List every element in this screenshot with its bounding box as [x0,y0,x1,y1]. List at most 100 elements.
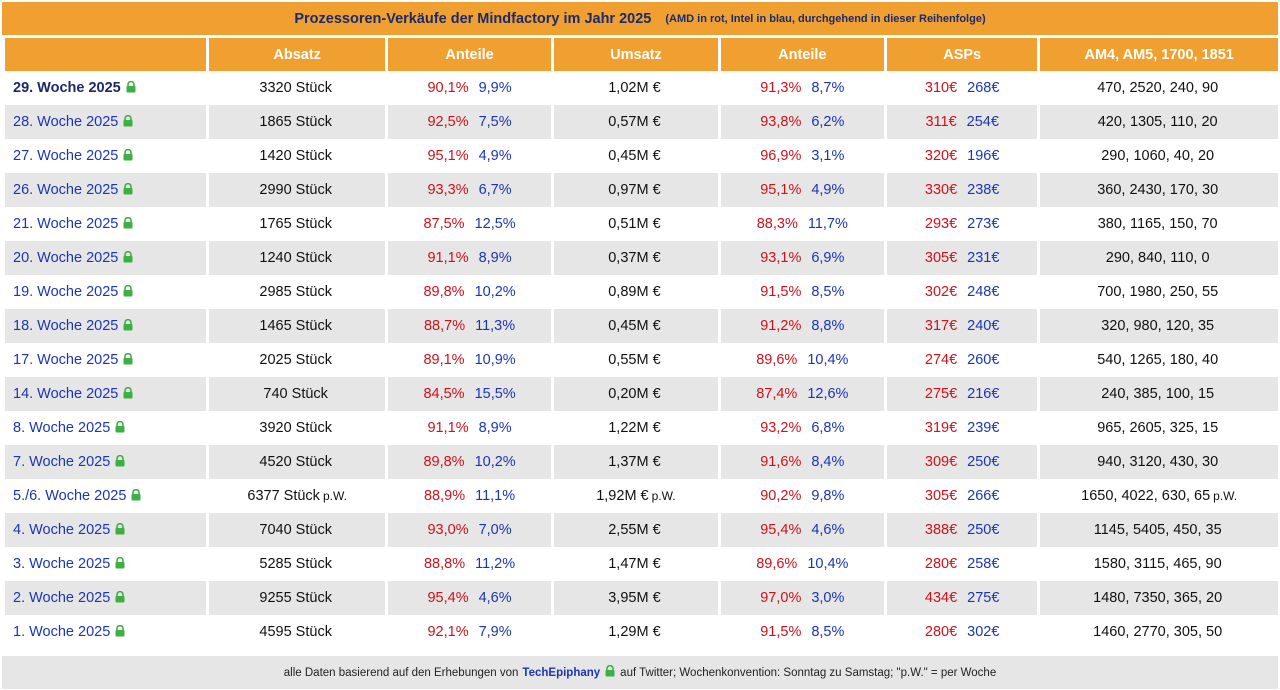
umsatz-value: 1,47M € [608,556,661,572]
sockets-cell: 1145, 5405, 450, 35 [1040,513,1278,547]
umsatz-value: 0,97M € [608,182,661,198]
umsatz-value: 0,57M € [608,114,661,130]
absatz-share-intel: 10,2% [474,454,516,470]
header-umsatz: Umsatz [554,38,718,71]
absatz-cell: 3320 Stück [209,71,385,105]
week-label: 7. Woche 2025 [13,453,111,470]
week-label: 5./6. Woche 2025 [13,487,127,504]
sockets-value: 540, 1265, 180, 40 [1097,352,1219,368]
umsatz-value: 2,55M € [608,522,661,538]
table-row: 18. Woche 2025 1465 Stück 88,7% 11,3% 0,45M … [5,309,1278,343]
absatz-value: 6377 Stück [247,488,320,504]
absatz-share-cell: 92,5% 7,5% [387,105,552,139]
umsatz-share-amd: 93,1% [760,250,802,266]
umsatz-share-cell: 89,6% 10,4% [720,343,884,377]
absatz-share-intel: 10,2% [474,284,516,300]
umsatz-share-amd: 93,8% [760,114,802,130]
asp-amd: 388€ [924,522,958,538]
umsatz-share-intel: 4,9% [811,182,845,198]
umsatz-share-intel: 8,4% [811,454,845,470]
umsatz-value: 3,95M € [608,590,661,606]
sockets-cell: 1650, 4022, 630, 65 p.W. [1040,479,1278,513]
umsatz-value: 0,45M € [608,318,661,334]
table-row: 17. Woche 2025 2025 Stück 89,1% 10,9% 0,55M … [5,343,1278,377]
asp-cell: 310€ 268€ [887,71,1038,105]
umsatz-share-amd: 95,1% [760,182,802,198]
umsatz-share-cell: 93,1% 6,9% [720,241,884,275]
absatz-value: 2025 Stück [259,352,332,368]
absatz-share-intel: 8,9% [478,250,512,266]
table-row: 20. Woche 2025 1240 Stück 91,1% 8,9% 0,37M €… [5,241,1278,275]
umsatz-share-cell: 90,2% 9,8% [720,479,884,513]
absatz-share-cell: 92,1% 7,9% [387,615,552,649]
asp-cell: 293€ 273€ [887,207,1038,241]
absatz-share-intel: 4,9% [478,148,512,164]
week-cell: 4. Woche 2025 [5,513,207,547]
absatz-share-intel: 11,3% [475,318,516,334]
table-row: 29. Woche 2025 3320 Stück 90,1% 9,9% 1,02M €… [5,71,1278,105]
asp-intel: 250€ [967,454,1000,470]
absatz-share-amd: 88,9% [423,488,466,504]
sockets-value: 240, 385, 100, 15 [1101,386,1215,402]
umsatz-value: 0,37M € [608,250,661,266]
umsatz-share-amd: 89,6% [756,352,798,368]
week-cell: 26. Woche 2025 [5,173,207,207]
umsatz-share-cell: 91,6% 8,4% [720,445,884,479]
asp-intel: 273€ [967,216,1000,232]
absatz-share-amd: 95,4% [427,590,469,606]
asp-intel: 250€ [967,522,1000,538]
lock-icon [114,590,126,607]
week-cell: 14. Woche 2025 [5,377,207,411]
absatz-cell: 4520 Stück [209,445,385,479]
absatz-value: 3920 Stück [259,420,332,436]
absatz-share-cell: 88,8% 11,2% [387,547,552,581]
umsatz-share-intel: 6,8% [811,420,845,436]
umsatz-share-amd: 96,9% [760,148,802,164]
sockets-value: 1650, 4022, 630, 65 [1081,488,1211,504]
sockets-cell: 290, 1060, 40, 20 [1040,139,1278,173]
umsatz-pw-note: p.W. [651,489,676,503]
table-row: 4. Woche 2025 7040 Stück 93,0% 7,0% 2,55M € 9… [5,513,1278,547]
umsatz-value: 1,37M € [608,454,661,470]
umsatz-value: 0,89M € [608,284,661,300]
asp-cell: 305€ 266€ [887,479,1038,513]
sockets-cell: 940, 3120, 430, 30 [1040,445,1278,479]
umsatz-cell: 1,02M € [554,71,718,105]
absatz-value: 1865 Stück [259,114,332,130]
absatz-value: 1240 Stück [259,250,332,266]
asp-intel: 266€ [967,488,1000,504]
lock-icon [122,284,134,301]
lock-icon [122,114,134,131]
asp-intel: 302€ [967,624,1000,640]
lock-icon [114,522,126,539]
sockets-cell: 360, 2430, 170, 30 [1040,173,1278,207]
absatz-share-amd: 89,1% [423,352,465,368]
sockets-value: 940, 3120, 430, 30 [1097,454,1219,470]
umsatz-share-intel: 6,2% [811,114,845,130]
absatz-share-amd: 92,5% [427,114,469,130]
umsatz-cell: 0,55M € [554,343,718,377]
week-cell: 20. Woche 2025 [5,241,207,275]
absatz-share-intel: 4,6% [478,590,512,606]
absatz-cell: 2025 Stück [209,343,385,377]
asp-cell: 330€ 238€ [887,173,1038,207]
absatz-value: 4595 Stück [259,624,332,640]
asp-amd: 280€ [924,556,958,572]
asp-amd: 319€ [924,420,958,436]
umsatz-cell: 0,51M € [554,207,718,241]
asp-amd: 305€ [924,488,958,504]
absatz-value: 2985 Stück [259,284,332,300]
week-label: 27. Woche 2025 [13,147,119,164]
week-label: 8. Woche 2025 [13,419,111,436]
umsatz-share-amd: 91,2% [760,318,802,334]
absatz-share-intel: 10,9% [474,352,516,368]
asp-amd: 274€ [924,352,958,368]
sockets-value: 965, 2605, 325, 15 [1097,420,1219,436]
lock-icon [114,420,126,437]
umsatz-share-intel: 6,9% [811,250,845,266]
week-label: 21. Woche 2025 [13,215,119,232]
week-cell: 28. Woche 2025 [5,105,207,139]
table-row: 27. Woche 2025 1420 Stück 95,1% 4,9% 0,45M €… [5,139,1278,173]
table-row: 14. Woche 2025 740 Stück 84,5% 15,5% 0,20M €… [5,377,1278,411]
asp-intel: 258€ [967,556,1000,572]
